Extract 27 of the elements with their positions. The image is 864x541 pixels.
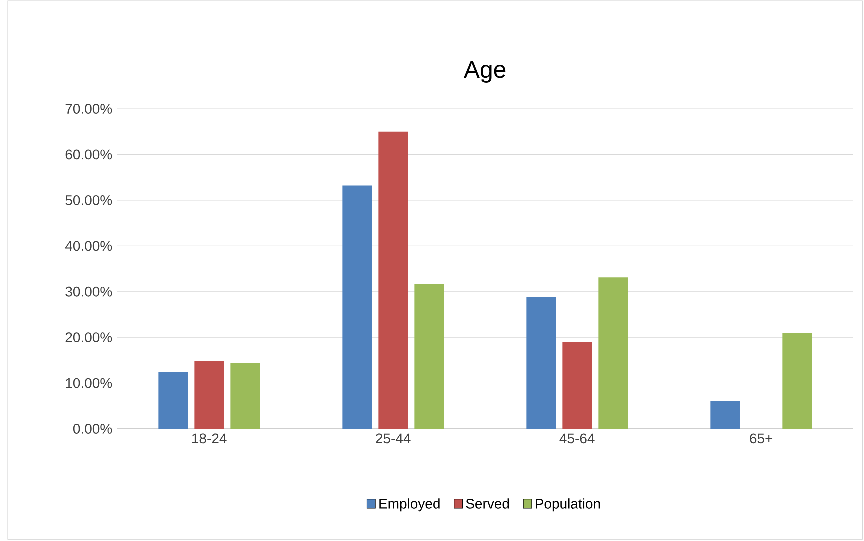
bar — [414, 284, 444, 429]
x-tick-label: 45-64 — [560, 434, 595, 444]
bar — [342, 186, 372, 429]
legend-label: Employed — [380, 498, 440, 512]
y-tick-label: 0.00% — [73, 424, 112, 434]
bar — [526, 297, 556, 429]
y-tick-label: 60.00% — [66, 150, 112, 160]
y-tick-label: 50.00% — [66, 195, 112, 206]
legend-label: Served — [466, 498, 510, 509]
y-tick-label: 70.00% — [66, 104, 112, 114]
chart-title: Age — [464, 61, 506, 83]
y-tick-label: 40.00% — [65, 241, 112, 252]
bar — [378, 132, 408, 429]
bar — [562, 342, 592, 429]
y-tick-label: 10.00% — [66, 378, 112, 388]
bar — [230, 363, 260, 429]
bar — [158, 372, 188, 429]
x-tick-label: 65+ — [750, 434, 773, 444]
y-tick-label: 30.00% — [66, 286, 112, 297]
x-tick-label: 18-24 — [192, 434, 227, 444]
bar — [194, 361, 224, 429]
legend-label: Population — [536, 498, 600, 512]
x-tick-label: 25-44 — [376, 434, 411, 444]
bar — [710, 401, 740, 429]
bar — [782, 333, 812, 429]
bar — [598, 278, 628, 429]
y-tick-label: 20.00% — [66, 332, 112, 343]
